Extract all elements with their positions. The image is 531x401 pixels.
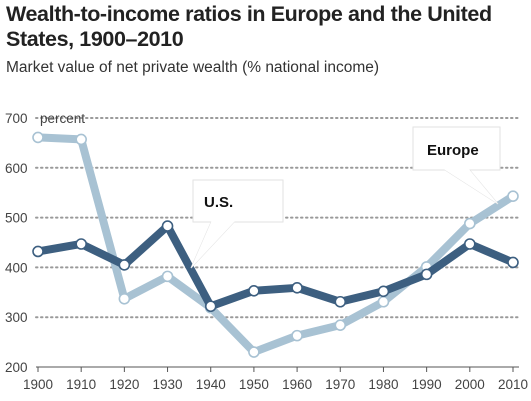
y-tick-label-200: 200: [5, 360, 28, 375]
europe-point-1910: [75, 133, 87, 146]
x-tick-label-1910: 1910: [66, 377, 96, 392]
us-point-2000: [464, 238, 476, 250]
y-tick-label-400: 400: [5, 260, 28, 275]
europe-point-2010: [507, 190, 519, 202]
us-point-2010: [507, 256, 519, 269]
x-tick-label-2000: 2000: [455, 377, 485, 392]
us-point-1930: [161, 220, 174, 232]
y-tick-label-300: 300: [5, 310, 28, 325]
y-unit-label: percent: [40, 111, 85, 126]
us-point-1970: [334, 295, 347, 308]
europe-point-1920: [118, 292, 131, 305]
callout-layer: U.S. Europe: [190, 126, 501, 269]
us-point-1910: [75, 238, 87, 250]
us-callout-label: U.S.: [204, 194, 233, 211]
us-callout: U.S.: [190, 179, 284, 269]
us-callout-pointer-fill: [191, 220, 236, 268]
europe-point-1950: [248, 346, 260, 358]
x-tick-label-1920: 1920: [109, 377, 139, 392]
us-series-line: [34, 222, 517, 311]
chart-subtitle: Market value of net private wealth (% na…: [6, 59, 380, 76]
europe-point-2000: [464, 217, 476, 230]
y-tick-label-700: 700: [5, 111, 28, 126]
x-tick-label-1900: 1900: [23, 377, 53, 392]
europe-point-1960: [291, 329, 303, 342]
europe-callout-pointer-fill: [442, 168, 498, 204]
europe-point-1980: [377, 295, 390, 308]
europe-series-line: [34, 133, 517, 357]
us-point-1950: [248, 285, 260, 297]
us-point-1940: [204, 300, 217, 313]
us-point-1960: [291, 282, 303, 294]
us-callout-box: [192, 179, 284, 223]
x-tick-label-1990: 1990: [412, 377, 442, 392]
europe-series-layer: [32, 131, 519, 358]
axis-layer: 200 300 400 500 600 700 percent 1900 1910 1920 193…: [5, 111, 528, 392]
us-point-1900: [32, 245, 44, 258]
chart-title: Wealth-to-income ratios in Europe and th…: [6, 2, 492, 51]
y-tick-label-600: 600: [5, 161, 28, 176]
europe-callout-label: Europe: [427, 142, 479, 159]
y-tick-label-500: 500: [5, 211, 28, 226]
us-point-1920: [118, 259, 131, 271]
x-tick-label-1930: 1930: [153, 377, 183, 392]
us-series-layer: [32, 220, 519, 313]
us-point-1980: [377, 285, 390, 298]
x-tick-label-1970: 1970: [325, 377, 355, 392]
europe-point-1900: [32, 131, 44, 144]
europe-callout-box: [412, 126, 501, 171]
x-tick-label-1940: 1940: [196, 377, 226, 392]
europe-point-1930: [161, 270, 174, 283]
us-point-1990: [420, 268, 433, 281]
europe-point-1970: [334, 319, 347, 331]
x-tick-label-2010: 2010: [498, 377, 528, 392]
x-tick-label-1950: 1950: [239, 377, 269, 392]
x-tick-label-1960: 1960: [282, 377, 312, 392]
x-tick-label-1980: 1980: [368, 377, 398, 392]
europe-callout: Europe: [412, 126, 501, 205]
